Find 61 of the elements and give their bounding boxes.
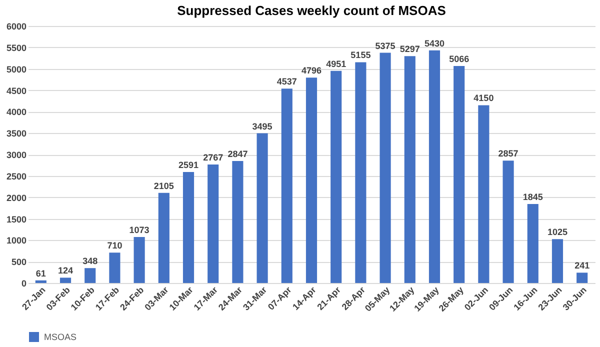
bar	[502, 160, 514, 283]
data-label: 5155	[350, 50, 371, 60]
data-label: 2857	[498, 148, 518, 159]
bar	[576, 272, 588, 283]
y-tick-label: 3000	[6, 150, 26, 160]
bar	[552, 239, 564, 283]
bar	[428, 50, 440, 283]
chart-title: Suppressed Cases weekly count of MSOAS	[177, 3, 446, 18]
bar	[306, 78, 318, 283]
bar	[404, 56, 416, 283]
data-label: 4951	[326, 58, 346, 69]
y-tick-label: 5500	[6, 42, 26, 53]
bar	[109, 252, 120, 283]
y-tick-label: 6000	[6, 22, 26, 32]
data-label: 3495	[252, 121, 272, 132]
y-tick-label: 2500	[6, 171, 26, 182]
data-label: 4150	[474, 93, 494, 104]
data-label: 241	[574, 260, 590, 271]
data-label: 5066	[449, 54, 470, 64]
bar	[158, 192, 170, 283]
data-label: 1073	[129, 225, 150, 236]
bar	[454, 66, 465, 283]
data-label: 124	[58, 266, 74, 276]
bar	[380, 52, 391, 283]
bar	[84, 268, 96, 283]
data-label: 2105	[154, 180, 174, 191]
data-label: 4796	[301, 66, 322, 76]
bar	[527, 204, 538, 283]
data-label: 2847	[228, 149, 248, 160]
data-label: 5375	[375, 40, 396, 51]
y-tick-label: 4000	[6, 107, 26, 118]
data-label: 710	[107, 240, 122, 251]
data-label: 1845	[522, 192, 543, 202]
y-tick-label: 4500	[6, 86, 26, 96]
data-label: 4537	[276, 76, 297, 87]
data-label: 2591	[178, 160, 199, 170]
y-tick-label: 500	[11, 257, 26, 268]
y-tick-label: 1500	[6, 214, 26, 224]
bar	[478, 105, 490, 283]
bar	[232, 161, 244, 283]
y-tick-label: 2000	[6, 192, 26, 203]
data-label: 5297	[400, 44, 420, 54]
data-label: 2767	[203, 152, 224, 162]
y-tick-label: 5000	[6, 64, 26, 74]
bar	[35, 280, 46, 283]
bar	[134, 237, 145, 283]
y-tick-label: 1000	[6, 236, 26, 246]
bar	[60, 278, 72, 283]
y-tick-label: 0	[21, 278, 26, 288]
y-tick-label: 3500	[6, 128, 26, 139]
bar	[330, 70, 342, 283]
legend-label: MSOAS	[44, 332, 77, 342]
bar	[182, 172, 194, 283]
bar	[208, 164, 219, 283]
bar	[256, 133, 268, 283]
bar	[355, 62, 366, 283]
data-label: 348	[82, 256, 98, 266]
data-label: 61	[36, 268, 46, 278]
bar	[281, 88, 292, 283]
data-label: 1025	[547, 227, 568, 238]
data-label: 5430	[424, 38, 445, 48]
